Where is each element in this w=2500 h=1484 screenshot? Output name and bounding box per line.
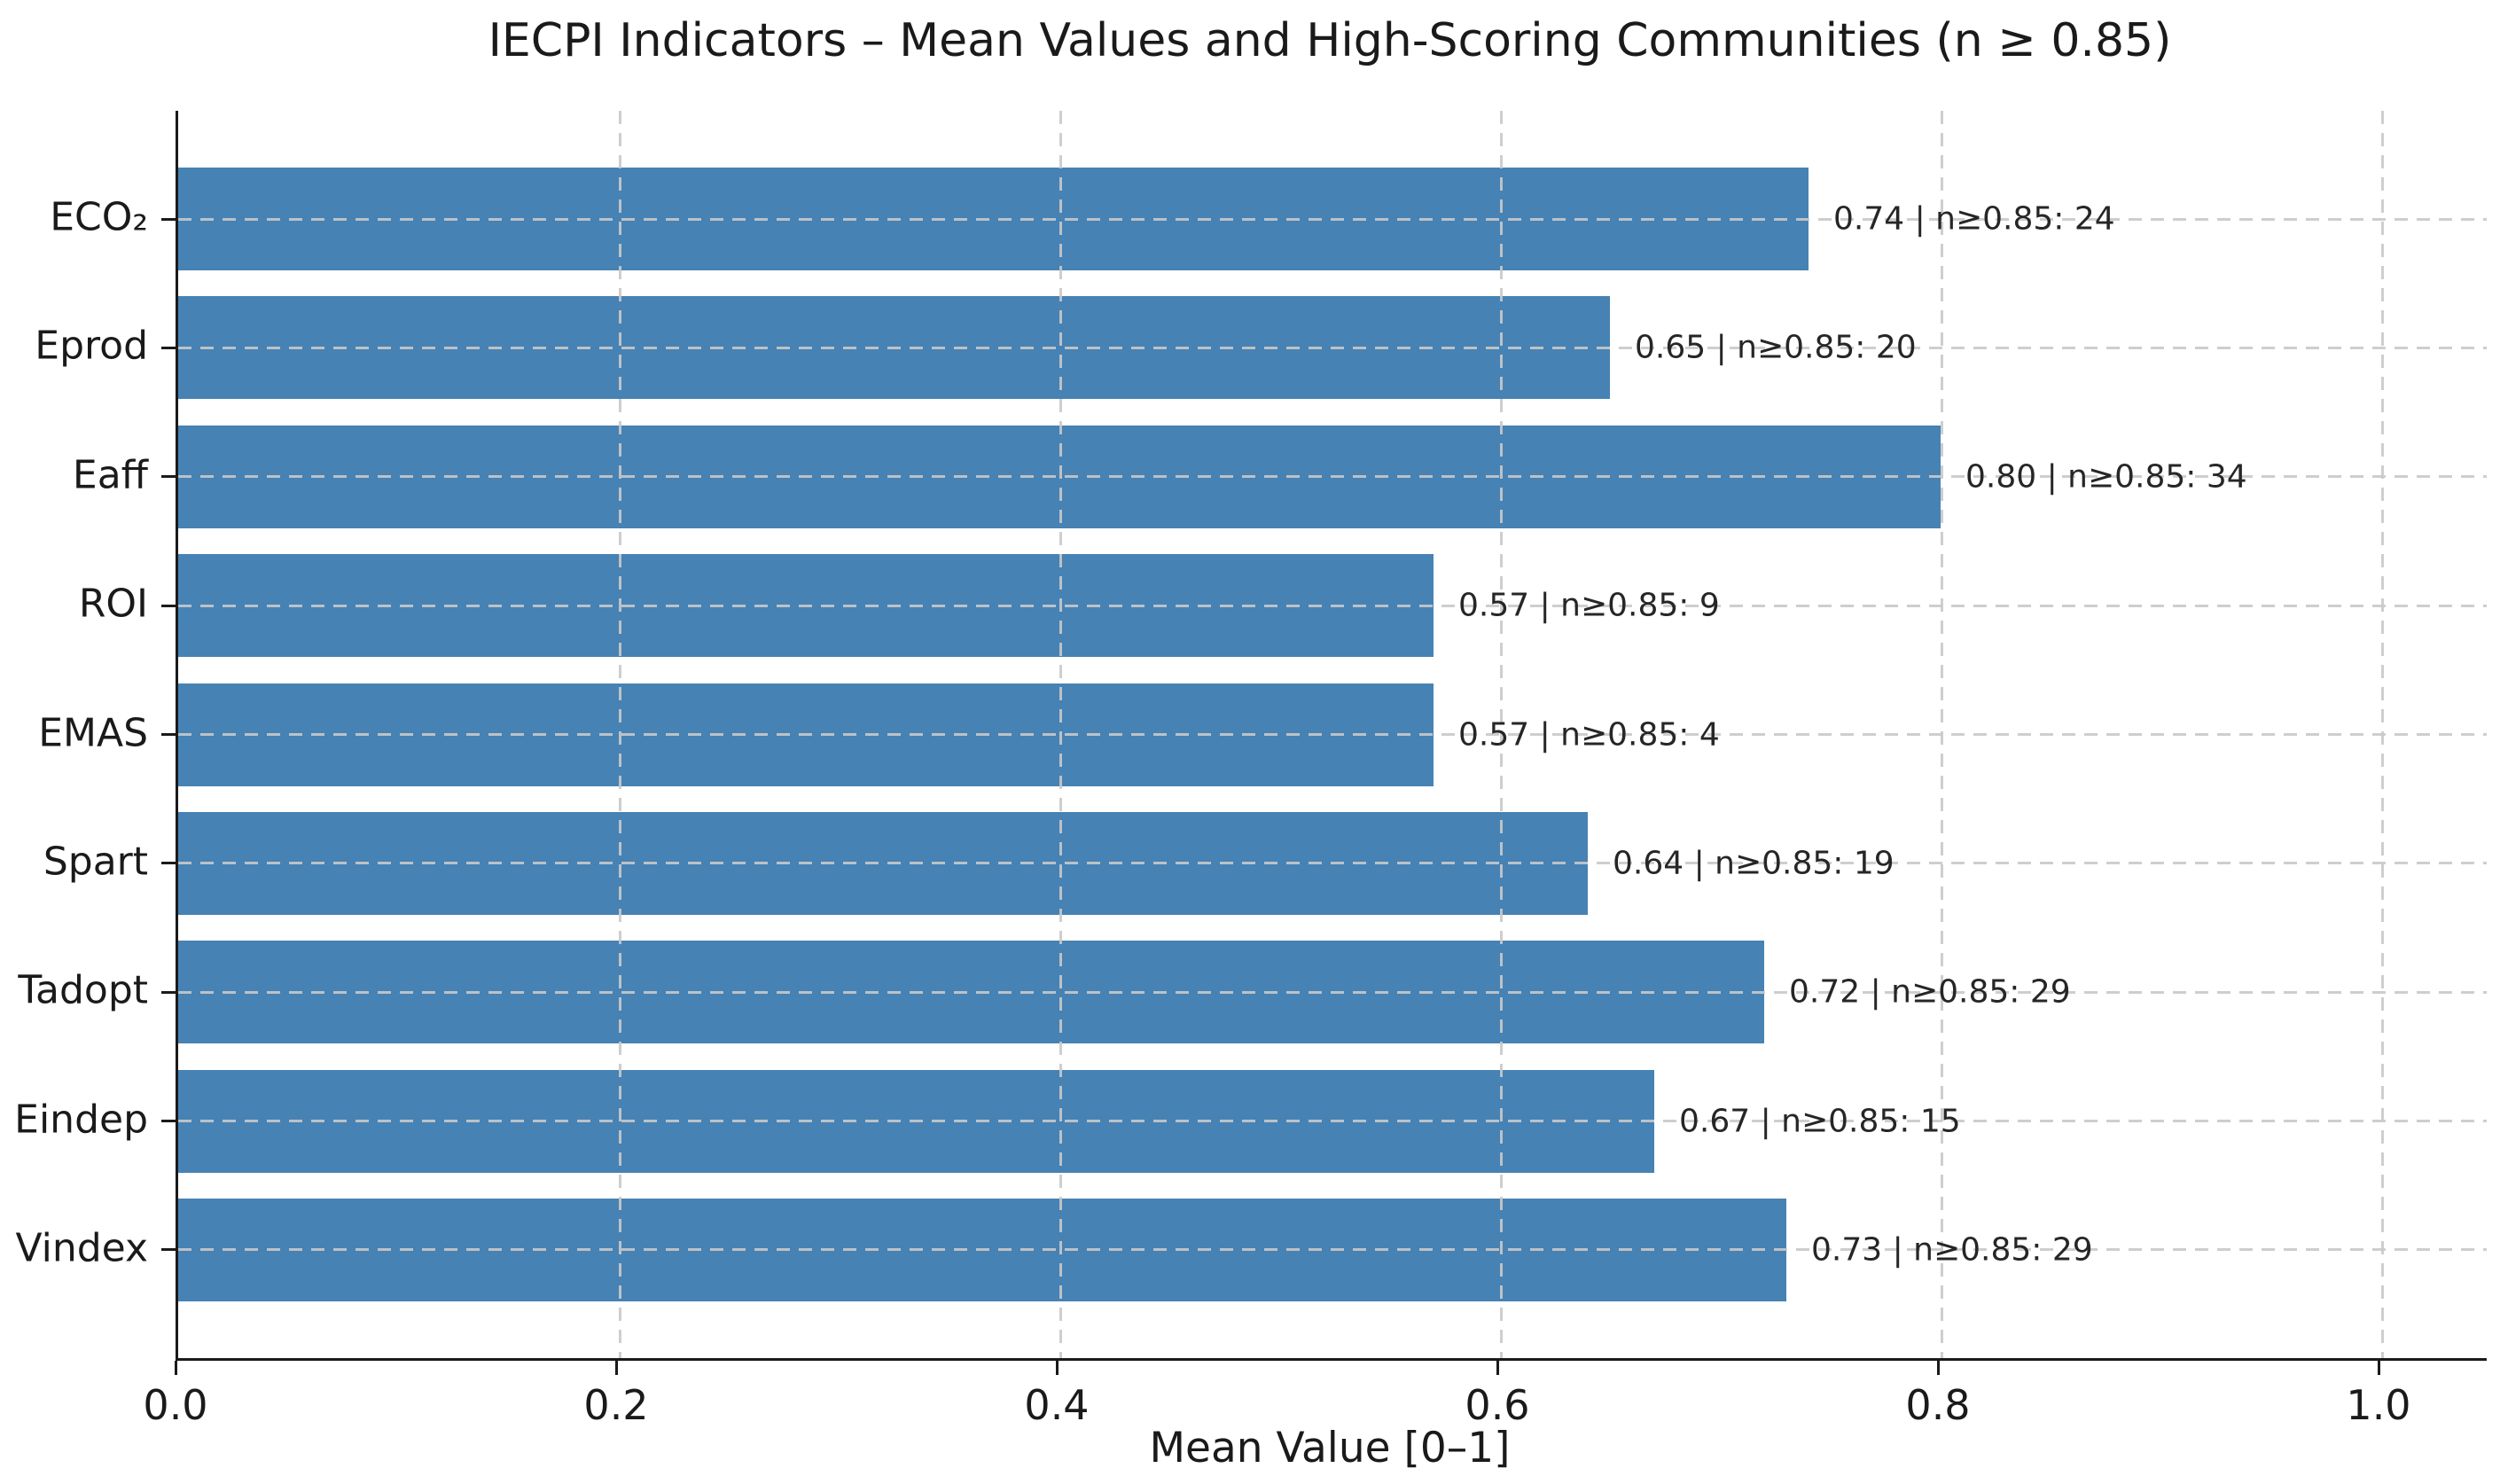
- y-tick-label-Tadopt: Tadopt: [18, 967, 148, 1013]
- bar-value-label: 0.73 | n≥0.85: 29: [1811, 1231, 2093, 1269]
- bar-value-label: 0.64 | n≥0.85: 19: [1613, 845, 1895, 882]
- y-gridline: [178, 1120, 2487, 1122]
- y-gridline: [178, 605, 2487, 607]
- bar-value-label: 0.57 | n≥0.85: 9: [1458, 587, 1720, 624]
- bar-value-label: 0.65 | n≥0.85: 20: [1635, 329, 1917, 366]
- y-tick-mark: [161, 218, 176, 221]
- x-tick-mark: [1937, 1361, 1940, 1375]
- y-gridline: [178, 347, 2487, 349]
- y-tick-mark: [161, 991, 176, 994]
- y-tick-mark: [161, 1248, 176, 1251]
- y-tick-label-EMAS: EMAS: [38, 710, 148, 756]
- y-gridline: [178, 733, 2487, 736]
- x-tick-mark: [615, 1361, 618, 1375]
- y-tick-label-ROI: ROI: [78, 581, 148, 627]
- x-tick-label-0.0: 0.0: [143, 1381, 208, 1429]
- bar-value-label: 0.80 | n≥0.85: 34: [1965, 458, 2247, 496]
- y-gridline: [178, 475, 2487, 478]
- plot-area: 0.74 | n≥0.85: 24 0.65 | n≥0.85: 20 0.80 |…: [176, 111, 2487, 1361]
- x-tick-mark: [1496, 1361, 1499, 1375]
- y-tick-mark: [161, 862, 176, 864]
- y-tick-label-Vindex: Vindex: [15, 1225, 148, 1271]
- x-tick-mark: [2378, 1361, 2380, 1375]
- x-tick-mark: [175, 1361, 177, 1375]
- y-gridline: [178, 1248, 2487, 1251]
- y-tick-label-Eaff: Eaff: [72, 452, 148, 498]
- y-tick-label-Eprod: Eprod: [35, 323, 148, 369]
- bar-value-label: 0.57 | n≥0.85: 4: [1458, 716, 1720, 754]
- y-tick-label-ECO₂: ECO₂: [50, 194, 148, 240]
- y-gridline: [178, 862, 2487, 864]
- x-tick-label-0.2: 0.2: [583, 1381, 649, 1429]
- x-tick-label-0.8: 0.8: [1905, 1381, 1971, 1429]
- chart-title: IECPI Indicators – Mean Values and High-…: [488, 14, 2172, 67]
- x-tick-label-1.0: 1.0: [2346, 1381, 2411, 1429]
- x-tick-label-0.4: 0.4: [1024, 1381, 1090, 1429]
- x-tick-mark: [1056, 1361, 1059, 1375]
- y-gridline: [178, 218, 2487, 221]
- bar-value-label: 0.67 | n≥0.85: 15: [1679, 1103, 1961, 1140]
- y-tick-mark: [161, 1120, 176, 1122]
- y-gridline: [178, 991, 2487, 994]
- y-tick-mark: [161, 733, 176, 736]
- y-tick-label-Eindep: Eindep: [14, 1097, 148, 1143]
- y-tick-mark: [161, 605, 176, 607]
- y-tick-label-Spart: Spart: [43, 839, 148, 885]
- x-tick-label-0.6: 0.6: [1465, 1381, 1530, 1429]
- x-axis-label: Mean Value [0–1]: [1149, 1424, 1511, 1472]
- bar-value-label: 0.72 | n≥0.85: 29: [1789, 973, 2071, 1011]
- y-tick-mark: [161, 475, 176, 478]
- bar-value-label: 0.74 | n≥0.85: 24: [1833, 200, 2115, 238]
- y-tick-mark: [161, 347, 176, 349]
